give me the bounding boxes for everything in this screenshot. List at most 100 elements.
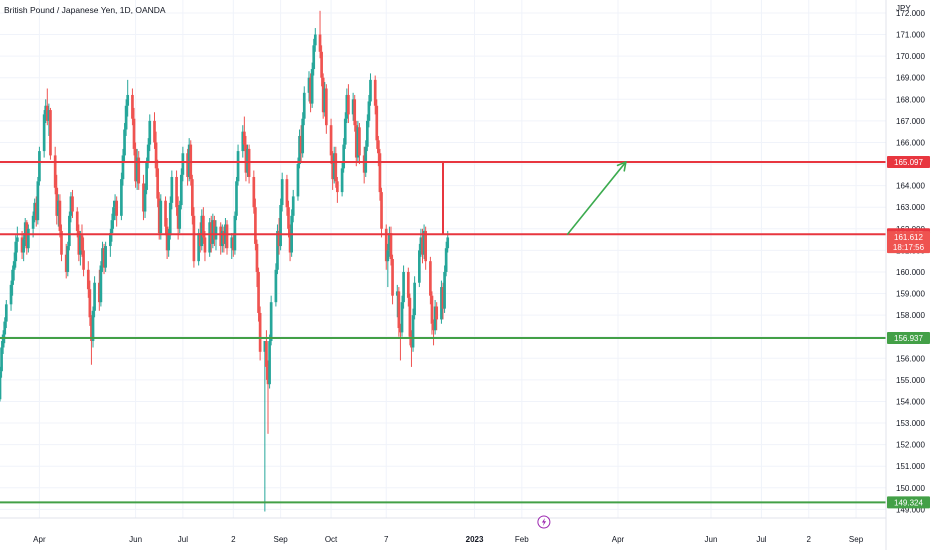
candle-body: [324, 88, 328, 126]
candle-body: [313, 34, 317, 46]
candle-body: [400, 302, 404, 333]
candle: [380, 187, 383, 238]
candle-body: [419, 237, 423, 251]
candle: [16, 226, 19, 253]
candle: [142, 174, 145, 221]
candle-body: [309, 77, 312, 104]
candle: [269, 295, 273, 346]
candle-body: [178, 205, 182, 229]
candle: [276, 224, 279, 275]
candle-body: [291, 196, 295, 216]
candle-body: [27, 228, 30, 249]
candle-body: [200, 215, 204, 247]
candle: [347, 84, 350, 124]
candle-body: [301, 118, 305, 154]
candle-body: [99, 265, 103, 303]
candle: [159, 194, 163, 240]
candle-body: [134, 148, 137, 182]
time-axis[interactable]: Apr Jun Jul 2 Sep Oct 7 2023 Feb Apr Jun Jul 2 Sep: [0, 515, 886, 544]
candle: [93, 276, 96, 318]
candle-body: [312, 45, 316, 70]
candle: [411, 308, 415, 352]
drawings[interactable]: [442, 161, 627, 236]
candle: [120, 172, 123, 221]
candle-body: [3, 321, 7, 335]
lightning-icon[interactable]: [537, 515, 551, 529]
candle-body: [186, 153, 189, 177]
candle-body: [175, 176, 178, 208]
candle: [14, 235, 18, 268]
candle-body: [132, 118, 136, 149]
candle: [336, 176, 339, 203]
candle: [47, 103, 51, 136]
candle-body: [197, 233, 200, 262]
resistance-price-tag: [887, 155, 930, 168]
candle-body: [159, 200, 163, 234]
candle-body: [244, 144, 248, 173]
candle: [241, 125, 245, 158]
candle-body: [209, 222, 213, 244]
candle-body: [71, 196, 74, 212]
time-tick-label: 2: [231, 535, 236, 544]
candle-body: [148, 120, 152, 145]
candle-body: [342, 144, 346, 169]
candle: [137, 151, 141, 190]
candle: [287, 200, 290, 238]
price-axis[interactable]: JPY 149.000 150.000 151.000 152.000 153.000 1…: [885, 0, 932, 550]
candle-body: [55, 187, 59, 216]
candle: [1, 330, 5, 354]
candle-body: [347, 94, 350, 115]
candle: [268, 334, 271, 389]
candle-body: [113, 200, 117, 208]
candle-body: [432, 323, 435, 331]
candle-body: [49, 110, 52, 156]
candle: [82, 237, 85, 277]
candle: [435, 302, 439, 331]
candle-body: [109, 233, 112, 247]
candle-body: [265, 341, 268, 367]
candle: [170, 170, 174, 210]
candle: [104, 241, 107, 272]
candle: [332, 146, 336, 184]
candle: [397, 287, 401, 337]
candle: [60, 224, 63, 262]
candle: [351, 92, 355, 121]
candle-body: [33, 202, 37, 216]
candle-body: [386, 250, 390, 262]
candle-body: [1, 334, 5, 348]
candle: [168, 196, 172, 240]
candle: [246, 144, 249, 177]
candle: [90, 315, 93, 365]
candle: [23, 217, 27, 247]
candle: [164, 196, 167, 236]
candle: [71, 189, 74, 218]
candle-body: [402, 271, 405, 303]
candle: [181, 146, 185, 182]
candle: [101, 241, 104, 272]
candle-body: [235, 181, 238, 216]
candle-body: [90, 317, 93, 342]
candle: [432, 319, 435, 346]
candle: [4, 300, 8, 329]
candle-body: [170, 176, 174, 203]
candle-body: [378, 153, 382, 193]
candle-body: [66, 246, 70, 272]
arrow-head: [616, 161, 627, 172]
projection-arrow[interactable]: [566, 161, 627, 236]
candle-body: [82, 250, 85, 270]
candle-body: [323, 88, 327, 113]
candle: [58, 194, 62, 238]
candle: [211, 213, 215, 249]
time-tick-label: 2: [807, 535, 812, 544]
candle: [44, 99, 48, 124]
candle-body: [266, 366, 270, 385]
candle-body: [60, 230, 63, 255]
price-tick-label: 169.000: [896, 74, 925, 83]
price-tick-label: 155.000: [896, 376, 925, 385]
candle: [203, 230, 207, 262]
candle-body: [176, 207, 180, 229]
time-tick-label: 2023: [466, 535, 484, 544]
candle: [0, 341, 3, 378]
